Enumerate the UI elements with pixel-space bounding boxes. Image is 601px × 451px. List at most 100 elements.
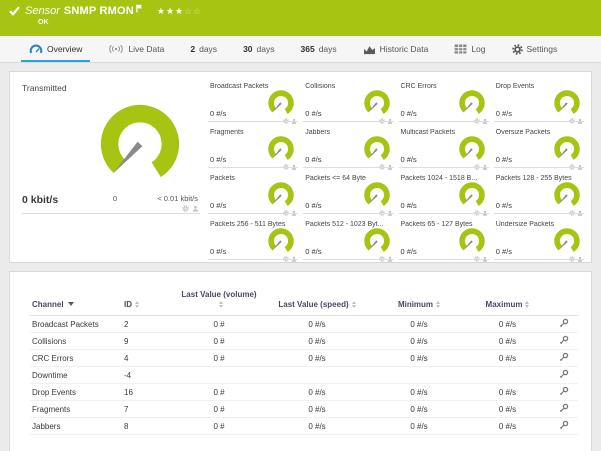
person-icon[interactable]	[577, 256, 583, 262]
status-ok-check-icon	[9, 6, 20, 16]
gear-icon[interactable]	[569, 164, 575, 170]
gear-icon[interactable]	[379, 210, 385, 216]
gauge-tile-packets[interactable]: Packets 0 #/s	[206, 171, 301, 217]
gear-icon[interactable]	[283, 164, 289, 170]
gear-icon[interactable]	[474, 164, 480, 170]
column-header-id[interactable]: ID	[122, 288, 177, 316]
person-icon[interactable]	[482, 118, 488, 124]
log-table-icon	[454, 44, 467, 54]
person-icon[interactable]	[577, 210, 583, 216]
gauge-tile-collisions[interactable]: Collisions 0 #/s	[301, 79, 396, 125]
person-icon[interactable]	[291, 164, 297, 170]
sort-icon	[135, 301, 139, 308]
tab-30-days[interactable]: 30 days	[243, 44, 275, 54]
person-icon[interactable]	[387, 164, 393, 170]
person-icon[interactable]	[577, 164, 583, 170]
gauge-tile-packets-65-127[interactable]: Packets 65 - 127 Bytes 0 #/s	[397, 217, 492, 263]
mini-gauge-grid: Broadcast Packets 0 #/s Collisions 0 #/s…	[206, 72, 591, 262]
gauge-tile-undersize-packets[interactable]: Undersize Packets 0 #/s	[492, 217, 587, 263]
gauge-tile-jabbers[interactable]: Jabbers 0 #/s	[301, 125, 396, 171]
table-row: Jabbers 8 0 # 0 #/s 0 #/s 0 #/s	[30, 417, 578, 435]
gauge-tile-packets-1024-1518[interactable]: Packets 1024 - 1518 B... 0 #/s	[397, 171, 492, 217]
gauge-tile-packets-128-255[interactable]: Packets 128 - 255 Bytes 0 #/s	[492, 171, 587, 217]
gear-icon[interactable]	[283, 210, 289, 216]
person-icon[interactable]	[387, 256, 393, 262]
person-icon[interactable]	[387, 210, 393, 216]
gear-icon[interactable]	[283, 256, 289, 262]
gear-icon[interactable]	[474, 210, 480, 216]
channel-settings-wrench-icon[interactable]	[559, 318, 569, 328]
person-icon[interactable]	[577, 118, 583, 124]
table-row: CRC Errors 4 0 # 0 #/s 0 #/s 0 #/s	[30, 349, 578, 367]
gauge-tile-packets-256-511[interactable]: Packets 256 - 511 Bytes 0 #/s	[206, 217, 301, 263]
mini-gauge	[552, 180, 582, 210]
gauge-tile-packets-512-1023[interactable]: Packets 512 - 1023 Byt... 0 #/s	[301, 217, 396, 263]
tab-historic-data[interactable]: Historic Data	[350, 36, 442, 62]
tab-overview[interactable]: Overview	[16, 36, 95, 62]
gauge-tile-oversize-packets[interactable]: Oversize Packets 0 #/s	[492, 125, 587, 171]
gauge-tile-drop-events[interactable]: Drop Events 0 #/s	[492, 79, 587, 125]
sort-icon	[436, 301, 441, 308]
gear-icon[interactable]	[182, 205, 189, 212]
tab-live-data[interactable]: Live Data	[95, 36, 177, 62]
tab-settings[interactable]: Settings	[499, 36, 571, 62]
person-icon[interactable]	[482, 210, 488, 216]
mini-gauge	[457, 134, 487, 164]
gear-icon[interactable]	[569, 256, 575, 262]
channel-settings-wrench-icon[interactable]	[559, 369, 569, 379]
person-icon[interactable]	[387, 118, 393, 124]
table-row: Downtime -4	[30, 366, 578, 384]
channel-settings-wrench-icon[interactable]	[559, 352, 569, 362]
mini-gauge	[457, 88, 487, 118]
channel-settings-wrench-icon[interactable]	[559, 403, 569, 413]
tab-bar: Overview Live Data 2 days 30 days 365 days …	[0, 36, 601, 63]
gear-icon[interactable]	[569, 210, 575, 216]
person-icon[interactable]	[291, 118, 297, 124]
column-header-last-value-volume[interactable]: Last Value (volume)	[177, 288, 261, 316]
gear-icon[interactable]	[379, 118, 385, 124]
gear-icon[interactable]	[283, 118, 289, 124]
mini-gauge	[266, 180, 296, 210]
tab-2-days[interactable]: 2 days	[190, 44, 218, 54]
mini-gauge	[552, 88, 582, 118]
gear-icon[interactable]	[379, 256, 385, 262]
column-header-last-value-speed[interactable]: Last Value (speed)	[261, 288, 373, 316]
channel-settings-wrench-icon[interactable]	[559, 335, 569, 345]
person-icon[interactable]	[291, 210, 297, 216]
tab-log[interactable]: Log	[441, 36, 498, 62]
gear-icon[interactable]	[474, 118, 480, 124]
table-row: Fragments 7 0 # 0 #/s 0 #/s 0 #/s	[30, 400, 578, 418]
sort-icon	[525, 301, 530, 308]
channel-settings-wrench-icon[interactable]	[559, 420, 569, 430]
column-header-channel[interactable]: Channel	[30, 288, 122, 316]
gauge-tile-multicast-packets[interactable]: Multicast Packets 0 #/s	[397, 125, 492, 171]
gear-icon[interactable]	[474, 256, 480, 262]
gauge-icon	[29, 43, 43, 55]
gauge-tile-packets-64-byte[interactable]: Packets <= 64 Byte 0 #/s	[301, 171, 396, 217]
tab-365-days[interactable]: 365 days	[300, 44, 337, 54]
sensor-kind-label: Sensor	[25, 5, 60, 17]
column-header-maximum[interactable]: Maximum	[465, 288, 550, 316]
overview-panel: Transmitted 0 kbit/s 0 < 0.01 kbit/s Bro…	[9, 71, 592, 263]
gear-icon[interactable]	[569, 118, 575, 124]
status-badge: OK	[38, 19, 49, 26]
gauge-tile-fragments[interactable]: Fragments 0 #/s	[206, 125, 301, 171]
gauge-tile-transmitted[interactable]: Transmitted 0 kbit/s 0 < 0.01 kbit/s	[10, 72, 206, 262]
column-header-minimum[interactable]: Minimum	[373, 288, 465, 316]
mini-gauge	[266, 226, 296, 256]
person-icon[interactable]	[482, 164, 488, 170]
gauge-value: 0 kbit/s	[22, 194, 59, 206]
sensor-header: Sensor SNMP RMON ★★★☆☆ OK	[0, 0, 601, 36]
flag-icon[interactable]	[136, 4, 143, 13]
person-icon[interactable]	[291, 256, 297, 262]
person-icon[interactable]	[482, 256, 488, 262]
channel-settings-wrench-icon[interactable]	[559, 386, 569, 396]
table-row: Collisions 9 0 # 0 #/s 0 #/s 0 #/s	[30, 332, 578, 350]
priority-stars[interactable]: ★★★☆☆	[156, 5, 203, 16]
gauge-tile-broadcast-packets[interactable]: Broadcast Packets 0 #/s	[206, 79, 301, 125]
mini-gauge	[362, 180, 392, 210]
person-icon[interactable]	[192, 205, 199, 212]
gauge-tile-crc-errors[interactable]: CRC Errors 0 #/s	[397, 79, 492, 125]
mini-gauge	[362, 134, 392, 164]
gear-icon[interactable]	[379, 164, 385, 170]
